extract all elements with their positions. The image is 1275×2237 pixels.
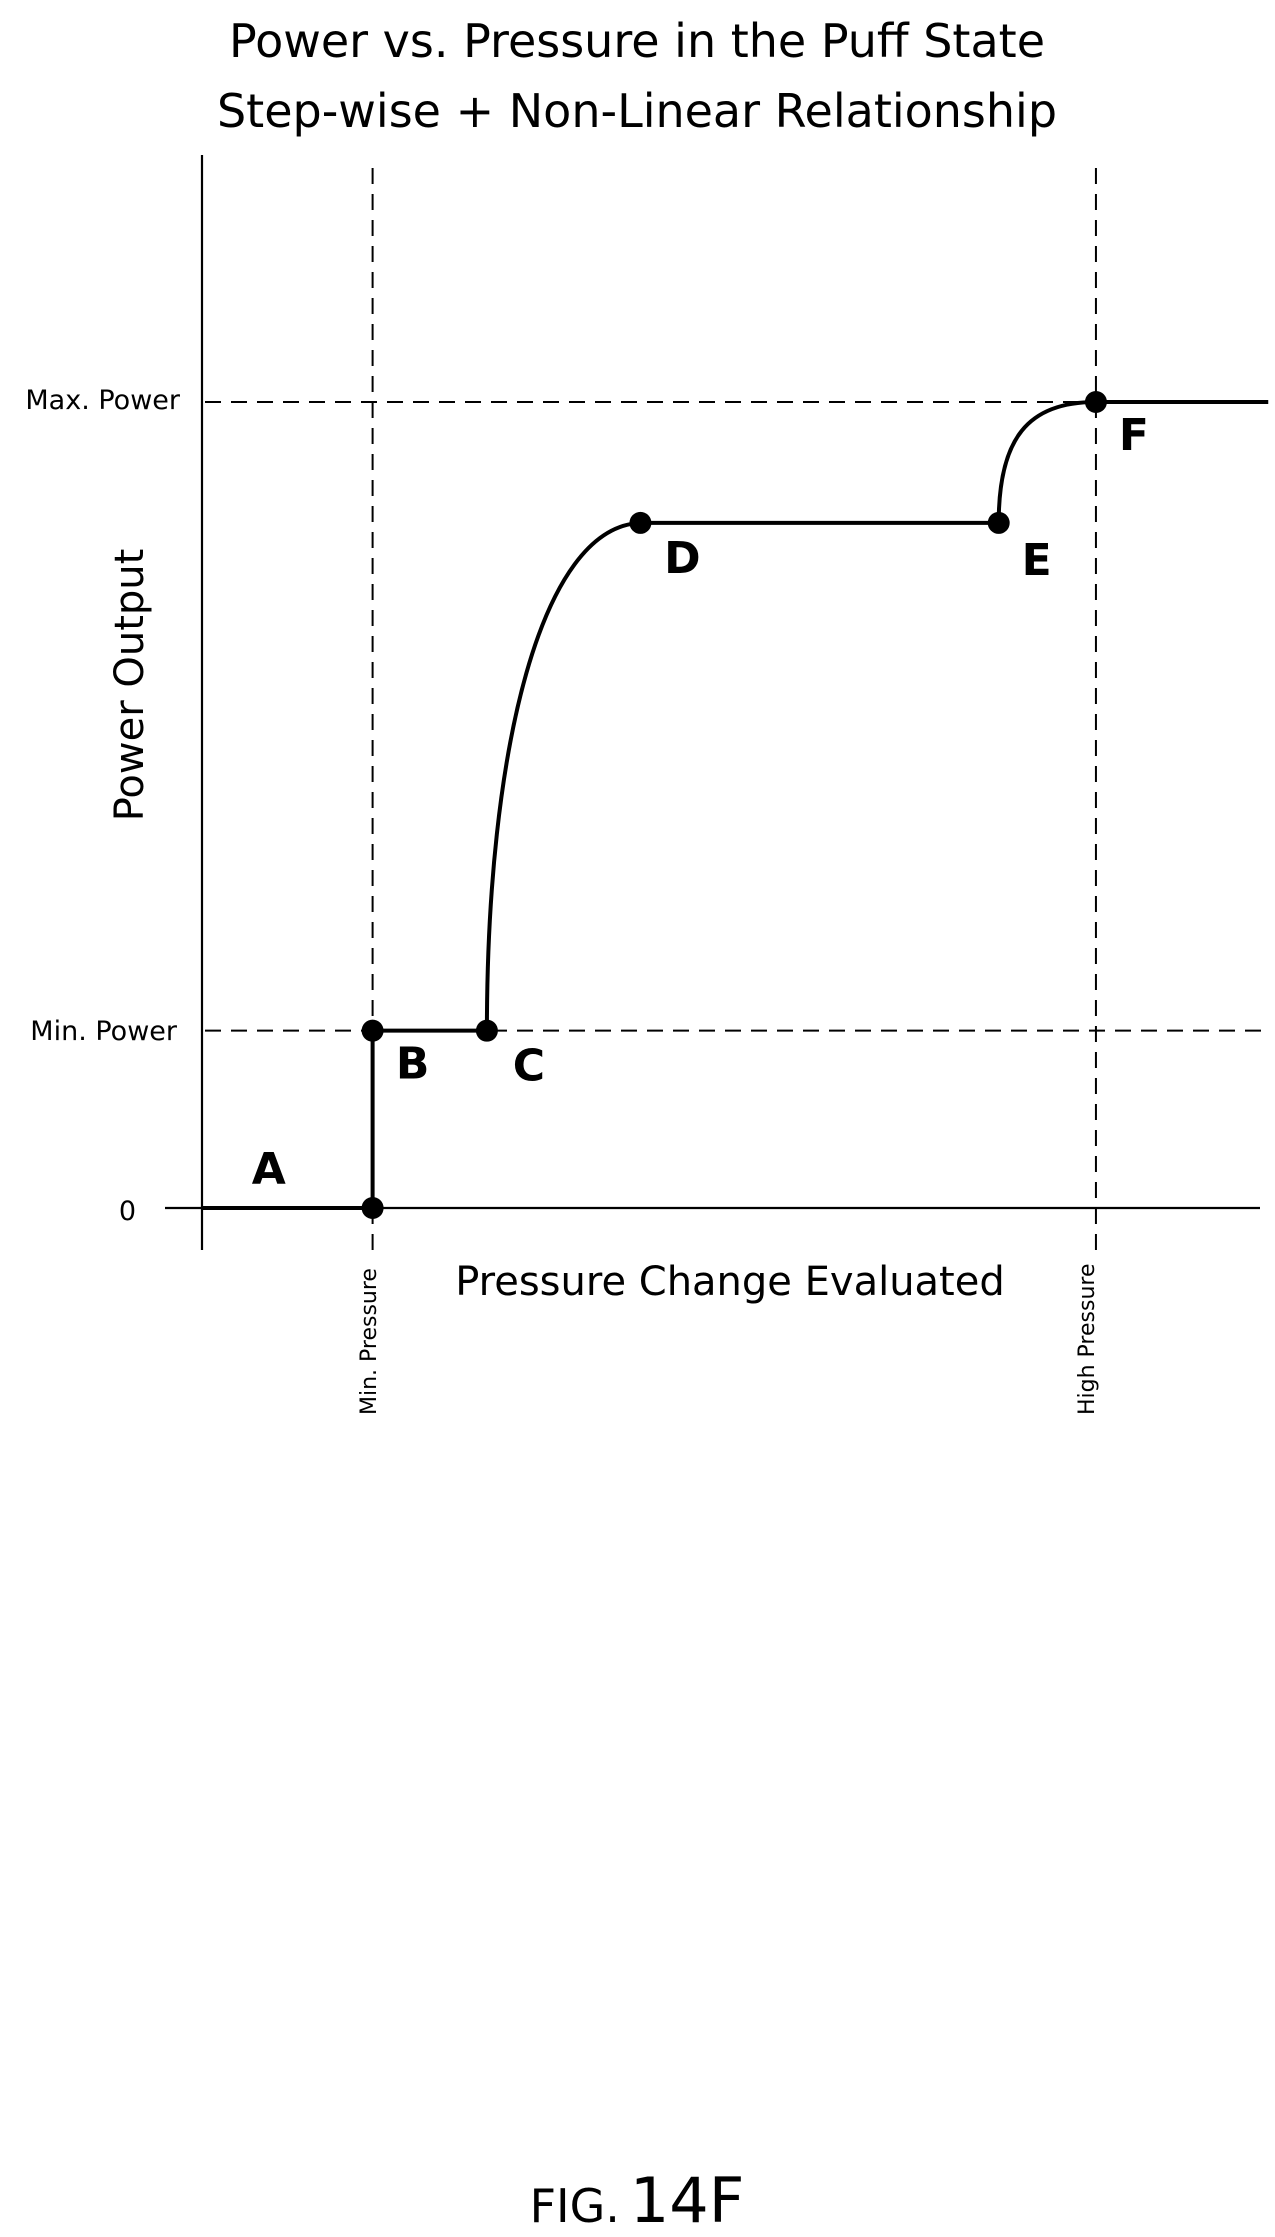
figure-number: 14F bbox=[630, 2164, 745, 2237]
figure-caption: FIG. 14F bbox=[530, 2164, 745, 2237]
reference-lines bbox=[205, 168, 1262, 1255]
point-label-e: E bbox=[1022, 535, 1052, 586]
marker-b bbox=[361, 1019, 384, 1042]
marker-layer bbox=[361, 391, 1107, 1219]
marker-e bbox=[987, 511, 1010, 534]
x-tick-high-pressure: High Pressure bbox=[1075, 1264, 1100, 1416]
chart-title: Power vs. Pressure in the Puff State bbox=[229, 14, 1045, 68]
x-axis-label: Pressure Change Evaluated bbox=[455, 1259, 1005, 1305]
y-tick-min-power: Min. Power bbox=[30, 1016, 178, 1047]
y-axis-label: Power Output bbox=[107, 549, 153, 822]
marker-d bbox=[629, 511, 652, 534]
y-tick-zero: 0 bbox=[119, 1196, 136, 1227]
point-label-c: C bbox=[513, 1041, 545, 1092]
y-tick-max-power: Max. Power bbox=[25, 385, 181, 416]
marker-f bbox=[1084, 391, 1107, 413]
chart-subtitle: Step-wise + Non-Linear Relationship bbox=[217, 84, 1057, 138]
point-label-layer: A B C D E F bbox=[252, 410, 1149, 1195]
marker-c bbox=[475, 1019, 498, 1042]
marker-b-base bbox=[361, 1197, 384, 1219]
point-label-d: D bbox=[664, 533, 701, 584]
figure-prefix: FIG. bbox=[530, 2179, 620, 2233]
power-curve bbox=[202, 400, 1269, 1210]
point-label-a: A bbox=[252, 1144, 286, 1195]
x-tick-min-pressure: Min. Pressure bbox=[357, 1268, 382, 1415]
point-label-b: B bbox=[396, 1039, 430, 1090]
point-label-f: F bbox=[1119, 410, 1149, 461]
series-layer bbox=[202, 400, 1269, 1210]
